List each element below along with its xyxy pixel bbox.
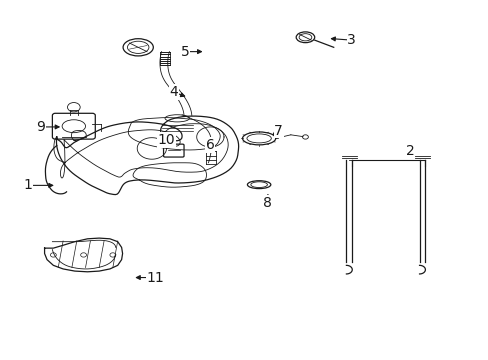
Text: 11: 11 bbox=[146, 271, 164, 284]
Text: 7: 7 bbox=[274, 123, 283, 138]
Text: 6: 6 bbox=[205, 138, 214, 152]
Text: 9: 9 bbox=[36, 120, 45, 134]
Text: 10: 10 bbox=[157, 133, 175, 147]
Text: 4: 4 bbox=[169, 85, 178, 99]
Text: 2: 2 bbox=[405, 144, 414, 158]
Text: 5: 5 bbox=[180, 45, 189, 59]
Text: 8: 8 bbox=[263, 195, 272, 210]
Text: 3: 3 bbox=[346, 33, 355, 47]
Text: 1: 1 bbox=[23, 178, 32, 192]
